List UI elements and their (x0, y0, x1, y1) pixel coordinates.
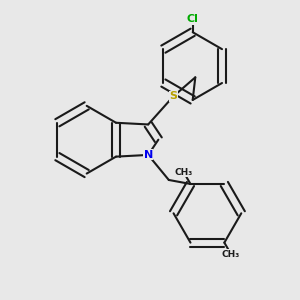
Text: CH₃: CH₃ (175, 168, 193, 177)
Text: CH₃: CH₃ (222, 250, 240, 259)
Text: Cl: Cl (187, 14, 199, 24)
Text: S: S (169, 92, 177, 101)
Text: N: N (144, 150, 153, 160)
